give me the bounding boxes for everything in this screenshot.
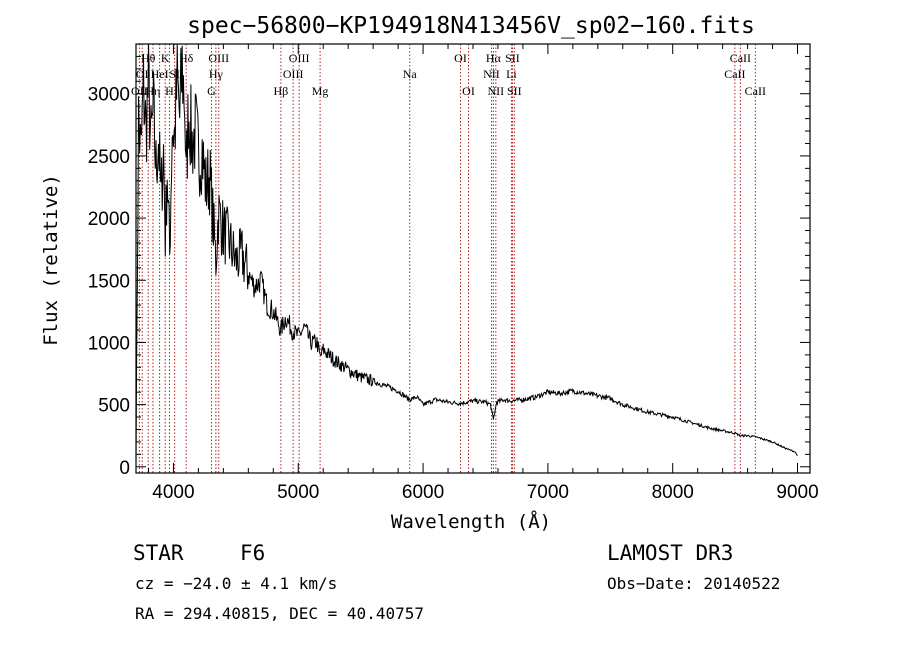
y-tick-label-0: 0 xyxy=(119,458,130,479)
line-label-3: OI xyxy=(136,67,149,81)
y-tick-label-5: 2500 xyxy=(88,147,130,168)
line-label-7: SI xyxy=(169,67,180,81)
line-label-12: Hβ xyxy=(274,84,289,98)
line-label-11: G xyxy=(207,84,216,98)
x-axis-label: Wavelength (Å) xyxy=(391,510,551,533)
chart-title: spec−56800−KP194918N413456V_sp02−160.fit… xyxy=(187,13,755,39)
spectrum-series-line xyxy=(135,43,798,462)
y-axis-ticks: 0 500 1000 1500 2000 2500 3000 xyxy=(88,55,810,479)
line-label-9: OIII xyxy=(208,51,229,65)
line-label-15: Mg xyxy=(312,84,329,98)
line-label-23: Li xyxy=(506,67,517,81)
y-tick-label-3: 1500 xyxy=(88,271,130,292)
line-label-14: OIII xyxy=(283,67,304,81)
line-label-17: OI xyxy=(454,51,467,65)
line-label-6: H xyxy=(165,84,174,98)
y-tick-label-1: 500 xyxy=(98,396,130,417)
line-label-19: Hα xyxy=(486,51,502,65)
x-tick-label-0: 4000 xyxy=(152,482,194,503)
y-tick-label-6: 3000 xyxy=(88,85,130,106)
object-class: STAR xyxy=(133,541,184,565)
survey-name: LAMOST DR3 xyxy=(607,541,733,565)
y-axis-label: Flux (relative) xyxy=(40,174,62,346)
line-label-4: HeI xyxy=(151,67,169,81)
line-label-24: SII xyxy=(507,84,522,98)
coordinates-text: RA = 294.40815, DEC = 40.40757 xyxy=(135,604,424,623)
x-tick-label-2: 6000 xyxy=(402,482,444,503)
line-label-10: Hγ xyxy=(209,67,224,81)
line-label-13: OIII xyxy=(289,51,310,65)
line-label-26: CaII xyxy=(724,67,745,81)
line-label-21: NII xyxy=(488,84,505,98)
x-tick-label-4: 8000 xyxy=(652,482,694,503)
x-tick-label-3: 7000 xyxy=(527,482,569,503)
line-label-18: OI xyxy=(462,84,475,98)
line-label-22: SII xyxy=(505,51,520,65)
x-axis-ticks: 4000 5000 6000 7000 8000 9000 xyxy=(147,44,819,503)
redshift-text: cz = −24.0 ± 4.1 km/s xyxy=(135,574,337,593)
x-tick-label-5: 9000 xyxy=(776,482,818,503)
line-label-27: CaII xyxy=(745,84,766,98)
line-label-20: NII xyxy=(483,67,500,81)
x-tick-label-1: 5000 xyxy=(277,482,319,503)
y-tick-label-4: 2000 xyxy=(88,209,130,230)
object-subclass: F6 xyxy=(240,541,265,565)
line-label-5: K xyxy=(161,51,170,65)
y-tick-label-2: 1000 xyxy=(88,333,130,354)
line-label-25: CaII xyxy=(730,51,751,65)
obs-date: Obs−Date: 20140522 xyxy=(607,574,780,593)
line-label-16: Na xyxy=(403,67,418,81)
